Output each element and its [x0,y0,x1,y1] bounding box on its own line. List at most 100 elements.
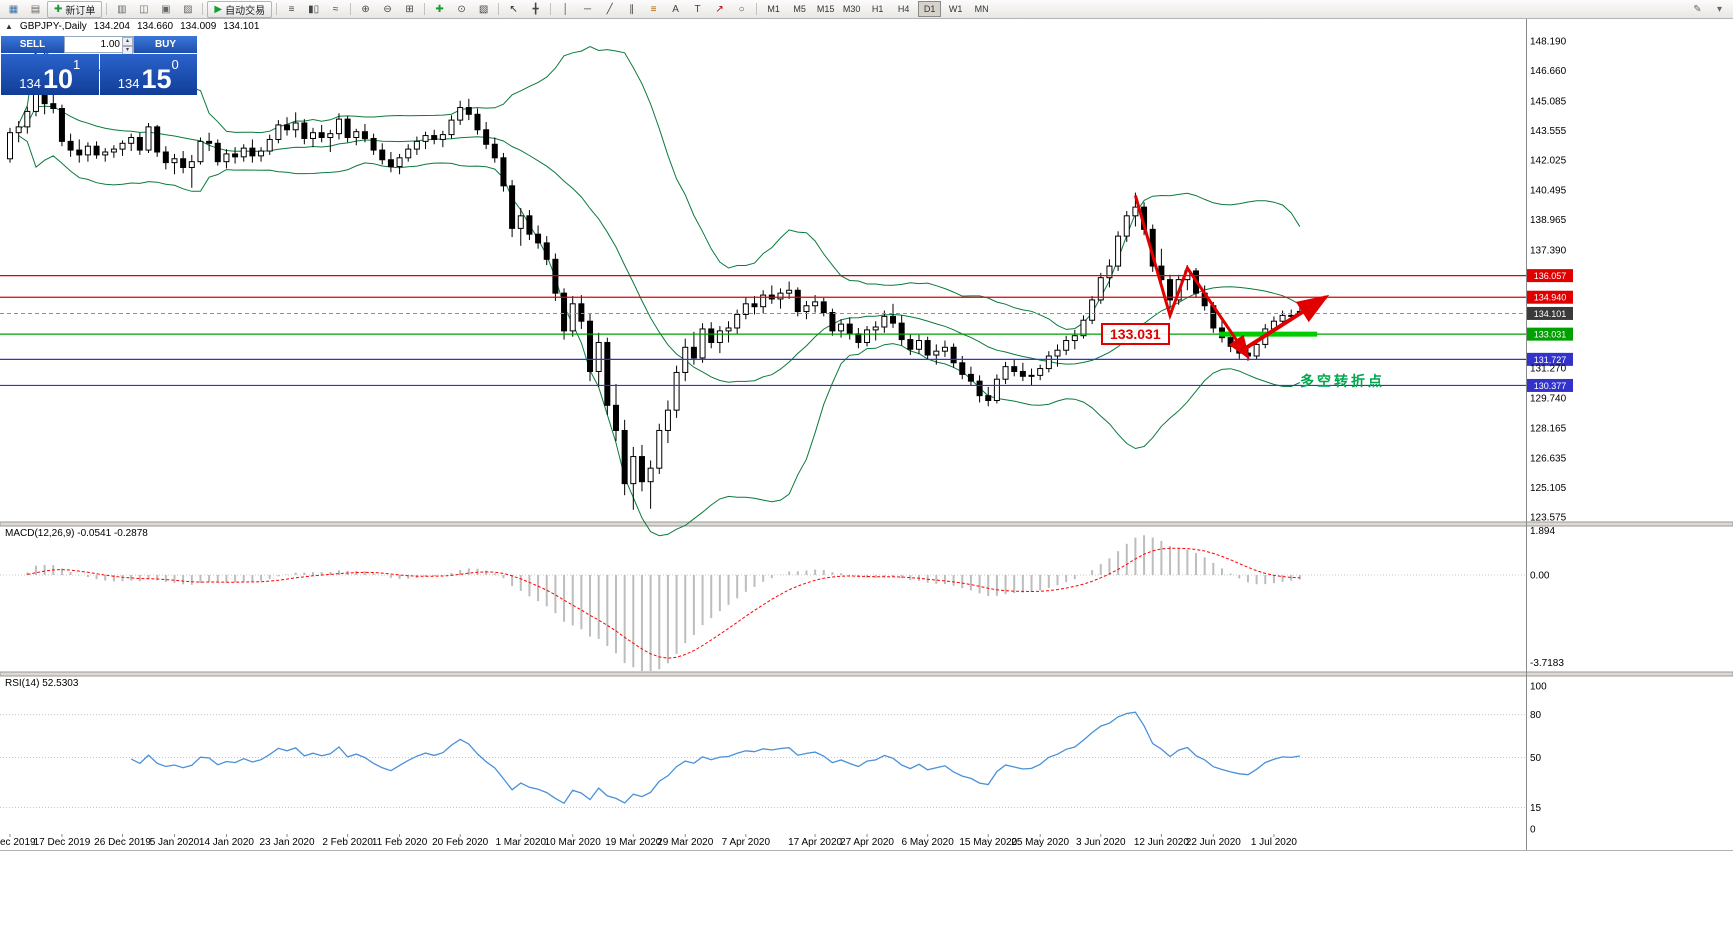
collapse-icon[interactable]: ▾ [1716,3,1723,15]
price-badges: 136.057 134.940 133.031 131.727 130.377 134.1… [1527,269,1573,392]
candle [448,115,455,139]
zoom-in-icon[interactable]: ⊕ [361,3,370,15]
candle [232,147,239,164]
horizontal-line-icon[interactable]: ─ [584,3,592,15]
zoom-out-icon[interactable]: ⊖ [383,3,392,15]
date-label: 1 Mar 2020 [495,837,546,848]
timeframe-button-w1[interactable]: W1 [948,4,963,14]
candle [915,334,922,355]
candle [647,460,654,509]
templates-icon[interactable]: ▧ [478,3,489,15]
buy-price-pips: 15 [141,64,172,94]
edit-icon[interactable]: ✎ [1693,3,1702,15]
date-label: 25 May 2020 [1011,837,1069,848]
ohlc-high: 134.660 [136,21,174,32]
price-badge: 134.940 [1527,290,1573,304]
timeframe-button-m1[interactable]: M1 [767,4,780,14]
terminal-icon[interactable]: ▨ [183,3,193,15]
price-axis[interactable]: 148.190 146.660 145.085 143.555 142.025 140.4… [1530,37,1567,524]
timeframe-button-h4[interactable]: H4 [897,4,910,14]
timeframe-button-m30[interactable]: M30 [842,4,861,14]
price-callout[interactable]: 133.031 [1101,323,1170,345]
vertical-line-icon[interactable]: │ [562,3,569,15]
autotrading-button[interactable]: ▶ 自动交易 [207,0,273,18]
candlestick-chart-icon[interactable]: ▮▯ [308,3,320,15]
splitter-rsi[interactable] [0,671,1733,677]
price-axis-label: 143.555 [1530,126,1567,137]
candle [1063,335,1070,356]
bounce-arrow-annotation[interactable] [1238,294,1330,354]
crosshair-icon[interactable]: ╋ [532,3,539,15]
rsi-axis[interactable]: 100 80 50 15 0 [1530,682,1547,836]
bar-chart-icon[interactable]: ≡ [288,3,295,15]
candle [206,132,213,152]
candle [301,119,308,145]
candle [621,419,628,496]
sell-price-button[interactable]: 134 10 1 [1,54,99,95]
data-window-icon[interactable]: ◫ [139,3,149,15]
zigzag-annotation[interactable] [1133,195,1250,360]
date-label: 26 Dec 2019 [94,837,151,848]
one-click-trading-panel: SELL ▴ ▾ BUY 134 10 1 134 15 0 [1,36,197,95]
sell-button[interactable]: SELL [1,36,64,53]
navigator-icon[interactable]: ▣ [161,3,171,15]
volume-stepper: ▴ ▾ [122,37,133,55]
tile-windows-icon[interactable]: ⊞ [405,3,414,15]
market-watch-icon[interactable]: ▥ [117,3,127,15]
fibonacci-icon[interactable]: ≡ [650,3,657,15]
line-chart-icon[interactable]: ≈ [332,3,339,15]
channel-icon[interactable]: ∥ [629,3,635,15]
symbol-dropdown-icon[interactable]: ▲ [5,22,13,31]
volume-up-icon[interactable]: ▴ [122,37,133,46]
periods-icon[interactable]: ⊙ [457,3,466,15]
ohlc-low: 134.009 [180,21,217,32]
candle [370,133,377,155]
candle [578,295,585,329]
timeframe-button-m5[interactable]: M5 [793,4,806,14]
turning-point-label[interactable]: 多空转折点 [1300,373,1385,389]
candle [284,117,291,136]
ohlc-open: 134.204 [93,21,130,32]
candle [180,151,187,174]
new-order-button-icon: ✚ [54,3,63,15]
date-label: 1 Jul 2020 [1251,837,1298,848]
candle [344,116,351,143]
splitter-macd[interactable] [0,521,1733,527]
macd-axis[interactable]: 1.894 0.00 -3.7183 [1530,526,1564,669]
price-axis-label: 148.190 [1530,37,1567,48]
indicators-icon[interactable]: ✚ [435,3,444,15]
candle [552,253,559,301]
label-icon[interactable]: T [694,3,701,15]
trendline-icon[interactable]: ╱ [606,3,613,15]
buy-button[interactable]: BUY [134,36,197,53]
timeframe-button-h1[interactable]: H1 [871,4,884,14]
timeframe-button-m15[interactable]: M15 [816,4,835,14]
candle [309,127,316,148]
candle [838,319,845,338]
candle [725,321,732,343]
rsi-axis-label: 50 [1530,753,1542,764]
toolbar-separator [202,3,204,15]
date-label: 9 Dec 2019 [0,837,36,848]
volume-input[interactable] [67,38,122,51]
candle [223,149,230,169]
new-chart-icon[interactable]: ▦ [8,3,19,15]
chart-profiles-icon[interactable]: ▤ [30,3,41,15]
price-badge: 136.057 [1527,269,1573,283]
cursor-icon[interactable]: ↖ [509,3,518,15]
date-label: 11 Feb 2020 [372,837,428,848]
new-order-button[interactable]: ✚ 新订单 [47,0,103,18]
timeframe-button-mn[interactable]: MN [974,4,989,14]
text-icon[interactable]: A [672,3,679,15]
candle [1028,368,1035,386]
candle [656,423,663,474]
shapes-icon[interactable]: ○ [738,3,745,15]
rsi-axis-label: 100 [1530,682,1547,693]
svg-text:130.377: 130.377 [1534,381,1567,391]
price-axis-label: 140.495 [1530,185,1567,196]
timeframe-button-d1[interactable]: D1 [918,1,942,17]
arrows-icon[interactable]: ↗ [715,3,724,15]
buy-price-button[interactable]: 134 15 0 [99,54,197,95]
